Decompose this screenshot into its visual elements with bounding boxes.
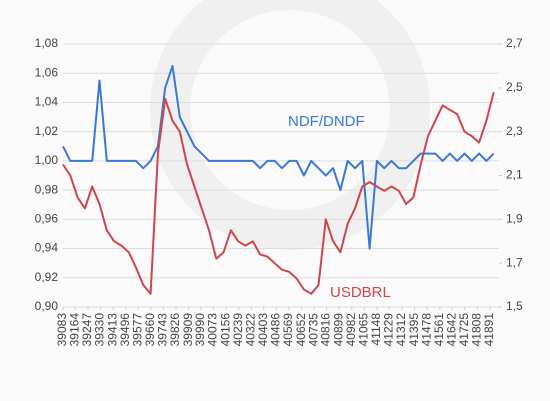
x-tick-label: 40486	[269, 313, 283, 347]
y-tick-label: 1,04	[35, 95, 59, 109]
x-tick-label: 39909	[181, 313, 195, 347]
y-tick-label: 0,96	[35, 212, 59, 226]
series-line	[62, 64, 495, 250]
x-tick-label: 40322	[244, 313, 258, 347]
y2-tick-label: 2,5	[506, 80, 523, 94]
x-tick-label: 39990	[193, 313, 207, 347]
y2-tick-label: 1,5	[506, 299, 523, 313]
x-tick-label: 39577	[130, 313, 144, 347]
x-tick-label: 41312	[394, 313, 408, 347]
x-tick-label: 40239	[231, 313, 245, 347]
y-tick-label: 0,92	[35, 270, 59, 284]
y2-tick-label: 1,7	[506, 255, 523, 269]
x-tick-label: 39660	[143, 313, 157, 347]
x-tick-label: 39164	[67, 313, 81, 347]
y-tick-label: 0,90	[35, 299, 59, 313]
y-tick-label: 1,02	[35, 124, 59, 138]
y-tick-label: 1,06	[35, 65, 59, 79]
series-label: NDF/DNDF	[288, 113, 365, 130]
y-tick-label: 0,98	[35, 182, 59, 196]
x-tick-label: 41808	[470, 313, 484, 347]
y2-tick-label: 2,7	[506, 36, 523, 50]
x-tick-label: 40982	[344, 313, 358, 347]
x-tick-label: 40899	[331, 313, 345, 347]
series-label: USDBRL	[330, 284, 391, 301]
x-tick-label: 41229	[382, 313, 396, 347]
y-tick-label: 1,00	[35, 153, 59, 167]
y2-tick-label: 2,1	[506, 168, 523, 182]
x-tick-label: 41725	[457, 313, 471, 347]
x-tick-label: 40735	[306, 313, 320, 347]
y2-tick-label: 2,3	[506, 124, 523, 138]
x-tick-label: 39826	[168, 313, 182, 347]
x-tick-label: 41561	[432, 313, 446, 347]
watermark	[150, 0, 430, 250]
x-tick-label: 40652	[294, 313, 308, 347]
x-tick-label: 39083	[55, 313, 69, 347]
x-tick-label: 39330	[93, 313, 107, 347]
y2-tick-label: 1,9	[506, 212, 523, 226]
x-tick-label: 40569	[281, 313, 295, 347]
y-tick-label: 1,08	[35, 36, 59, 50]
x-tick-label: 41891	[482, 313, 496, 347]
x-tick-label: 41395	[407, 313, 421, 347]
series-line	[62, 91, 495, 295]
x-tick-label: 39496	[118, 313, 132, 347]
x-tick-label: 40156	[218, 313, 232, 347]
x-tick-label: 41065	[357, 313, 371, 347]
y-tick-label: 0,94	[35, 241, 59, 255]
x-tick-label: 39743	[156, 313, 170, 347]
x-tick-label: 40073	[206, 313, 220, 347]
x-tick-label: 41148	[369, 313, 383, 346]
x-tick-label: 39247	[80, 313, 94, 347]
x-tick-label: 40403	[256, 313, 270, 347]
x-tick-label: 41478	[419, 313, 433, 347]
x-tick-label: 39413	[105, 313, 119, 347]
x-tick-label: 40816	[319, 313, 333, 347]
x-tick-label: 41642	[444, 313, 458, 347]
